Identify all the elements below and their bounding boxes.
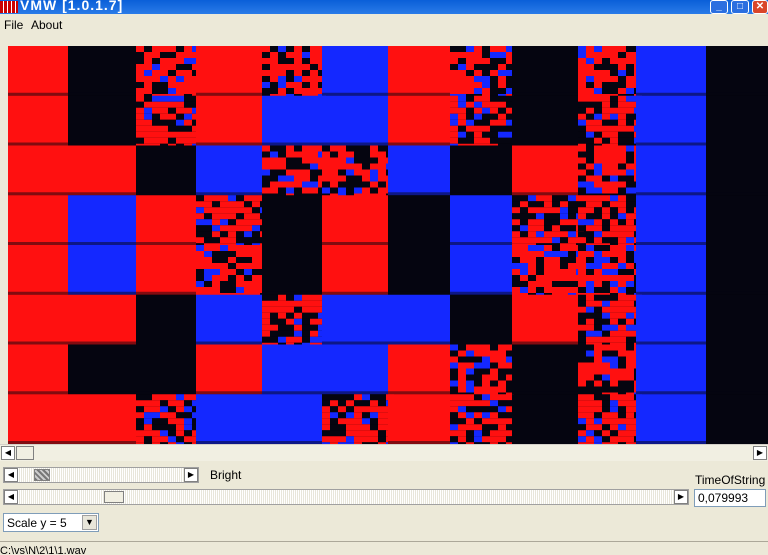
scroll-right-arrow-icon[interactable]: ▶ — [753, 446, 767, 460]
bright-slider[interactable]: ◀ ▶ — [3, 467, 199, 483]
menu-bar: File About — [0, 15, 768, 35]
spectrogram-image — [8, 46, 768, 444]
bright-label: Bright — [210, 468, 242, 482]
scale-select[interactable]: Scale y = 5 ▼ — [3, 513, 99, 532]
visualization-canvas[interactable] — [8, 46, 768, 444]
menu-file[interactable]: File — [4, 18, 24, 32]
bright-thumb[interactable] — [34, 469, 50, 481]
status-bar: C:\vs\N\2\1\1.wav — [0, 541, 768, 555]
scroll-thumb[interactable] — [16, 446, 34, 460]
time-right-arrow-icon[interactable]: ▶ — [674, 490, 688, 504]
scale-select-value: Scale y = 5 — [7, 516, 67, 530]
close-button[interactable]: ✕ — [752, 0, 768, 14]
time-of-string-field[interactable]: 0,079993 — [694, 489, 766, 507]
canvas-horizontal-scrollbar[interactable]: ◀ ▶ — [0, 444, 768, 461]
time-slider[interactable]: ◀ ▶ — [3, 489, 689, 505]
scroll-left-arrow-icon[interactable]: ◀ — [1, 446, 15, 460]
menu-about[interactable]: About — [31, 18, 63, 32]
time-thumb[interactable] — [104, 491, 124, 503]
app-icon[interactable] — [0, 1, 18, 13]
time-left-arrow-icon[interactable]: ◀ — [4, 490, 18, 504]
chevron-down-icon[interactable]: ▼ — [82, 515, 97, 530]
bright-right-arrow-icon[interactable]: ▶ — [184, 468, 198, 482]
minimize-button[interactable]: _ — [710, 0, 728, 14]
title-bar: VMW [1.0.1.7] _ □ ✕ — [0, 0, 768, 14]
time-of-string-label: TimeOfString — [695, 473, 766, 487]
window-title: VMW [1.0.1.7] — [20, 0, 124, 13]
maximize-button[interactable]: □ — [731, 0, 749, 14]
bright-left-arrow-icon[interactable]: ◀ — [4, 468, 18, 482]
status-file-path: C:\vs\N\2\1\1.wav — [0, 545, 87, 555]
